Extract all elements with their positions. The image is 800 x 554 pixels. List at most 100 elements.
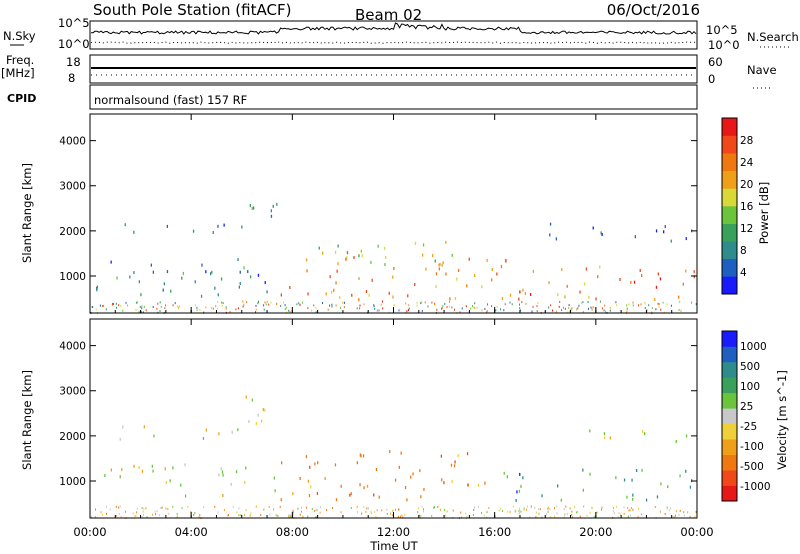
heatmap-cell bbox=[102, 304, 104, 307]
heatmap-cell bbox=[685, 434, 688, 438]
heatmap-cell bbox=[655, 308, 657, 311]
heatmap-cell bbox=[609, 436, 611, 440]
heatmap-cell bbox=[239, 282, 241, 285]
heatmap-cell bbox=[277, 514, 279, 517]
heatmap-cell bbox=[270, 214, 273, 218]
heatmap-cell bbox=[530, 505, 532, 508]
heatmap-cell bbox=[223, 223, 225, 227]
heatmap-cell bbox=[405, 302, 407, 305]
heatmap-cell bbox=[446, 510, 448, 513]
heatmap-cell bbox=[96, 285, 98, 289]
heatmap-cell bbox=[595, 297, 597, 301]
heatmap-cell bbox=[531, 310, 533, 313]
heatmap-cell bbox=[695, 303, 697, 306]
heatmap-cell bbox=[324, 477, 326, 480]
heatmap-cell bbox=[266, 290, 268, 294]
heatmap-cell bbox=[445, 514, 447, 517]
heatmap-cell bbox=[143, 508, 145, 510]
heatmap-cell bbox=[308, 494, 311, 497]
colorbar-swatch bbox=[722, 377, 737, 394]
heatmap-cell bbox=[143, 513, 144, 516]
heatmap-cell bbox=[182, 271, 184, 275]
nsky-tick-bottom-right: 10^0 bbox=[708, 38, 740, 52]
heatmap-cell bbox=[412, 472, 414, 476]
heatmap-cell bbox=[539, 508, 541, 511]
heatmap-cell bbox=[566, 284, 568, 288]
heatmap-cell bbox=[228, 514, 229, 516]
heatmap-cell bbox=[127, 304, 129, 307]
heatmap-cell bbox=[441, 307, 442, 310]
heatmap-cell bbox=[400, 451, 402, 455]
heatmap-cell bbox=[212, 231, 214, 234]
heatmap-cell bbox=[203, 506, 205, 509]
heatmap-cell bbox=[141, 516, 143, 519]
y-tick-label: 4000 bbox=[59, 136, 86, 148]
heatmap-cell bbox=[444, 508, 446, 511]
heatmap-cell bbox=[229, 310, 231, 313]
heatmap-cell bbox=[264, 281, 266, 285]
heatmap-cell bbox=[441, 263, 443, 267]
heatmap-cell bbox=[244, 480, 246, 484]
heatmap-cell bbox=[589, 511, 591, 514]
heatmap-cell bbox=[587, 301, 589, 303]
heatmap-cell bbox=[289, 514, 291, 516]
heatmap-cell bbox=[568, 306, 570, 309]
heatmap-cell bbox=[140, 293, 142, 297]
heatmap-cell bbox=[603, 432, 606, 436]
heatmap-cell bbox=[132, 512, 134, 515]
heatmap-cell bbox=[106, 512, 107, 515]
heatmap-cell bbox=[353, 256, 355, 259]
heatmap-cell bbox=[255, 308, 257, 311]
nsearch-label: N.Search bbox=[747, 30, 799, 44]
heatmap-cell bbox=[452, 509, 454, 512]
colorbar-tick-label: 28 bbox=[740, 135, 753, 147]
heatmap-cell bbox=[571, 510, 573, 513]
heatmap-cell bbox=[306, 269, 308, 273]
heatmap-cell bbox=[136, 301, 138, 304]
heatmap-cell bbox=[327, 308, 329, 311]
heatmap-cell bbox=[683, 514, 685, 517]
heatmap-cell bbox=[432, 254, 434, 258]
heatmap-cell bbox=[518, 489, 521, 493]
heatmap-cell bbox=[548, 306, 550, 309]
heatmap-cell bbox=[486, 258, 488, 262]
heatmap-cell bbox=[678, 514, 680, 517]
heatmap-cell bbox=[518, 509, 520, 512]
heatmap-cell bbox=[501, 297, 504, 300]
velocity-colorbar-label: Velocity [m s^-1] bbox=[775, 370, 789, 470]
heatmap-cell bbox=[280, 293, 282, 297]
heatmap-cell bbox=[156, 510, 158, 512]
heatmap-cell bbox=[180, 483, 182, 487]
heatmap-cell bbox=[160, 305, 162, 308]
heatmap-cell bbox=[273, 508, 275, 511]
heatmap-cell bbox=[265, 303, 267, 306]
heatmap-cell bbox=[695, 510, 697, 513]
power-colorbar-label: Power [dB] bbox=[757, 182, 771, 245]
heatmap-cell bbox=[91, 515, 93, 518]
heatmap-cell bbox=[521, 301, 523, 304]
heatmap-cell bbox=[119, 475, 121, 479]
heatmap-cell bbox=[292, 492, 294, 496]
heatmap-cell bbox=[636, 469, 638, 472]
heatmap-cell bbox=[442, 305, 444, 307]
heatmap-cell bbox=[465, 305, 467, 308]
heatmap-cell bbox=[670, 239, 672, 243]
heatmap-cell bbox=[424, 301, 426, 304]
heatmap-cell bbox=[365, 510, 367, 513]
heatmap-cell bbox=[257, 302, 259, 305]
heatmap-cell bbox=[163, 282, 165, 286]
heatmap-cell bbox=[602, 307, 603, 310]
heatmap-cell bbox=[300, 510, 302, 513]
heatmap-cell bbox=[110, 260, 112, 264]
heatmap-cell bbox=[272, 204, 274, 208]
heatmap-cell bbox=[298, 302, 300, 305]
heatmap-cell bbox=[398, 465, 400, 469]
heatmap-cell bbox=[502, 510, 503, 512]
heatmap-cell bbox=[216, 307, 218, 310]
heatmap-cell bbox=[383, 246, 386, 250]
heatmap-cell bbox=[243, 266, 245, 270]
colorbar-tick-label: -100 bbox=[740, 441, 764, 453]
heatmap-cell bbox=[420, 515, 422, 517]
heatmap-cell bbox=[266, 300, 268, 303]
heatmap-cell bbox=[120, 515, 122, 518]
